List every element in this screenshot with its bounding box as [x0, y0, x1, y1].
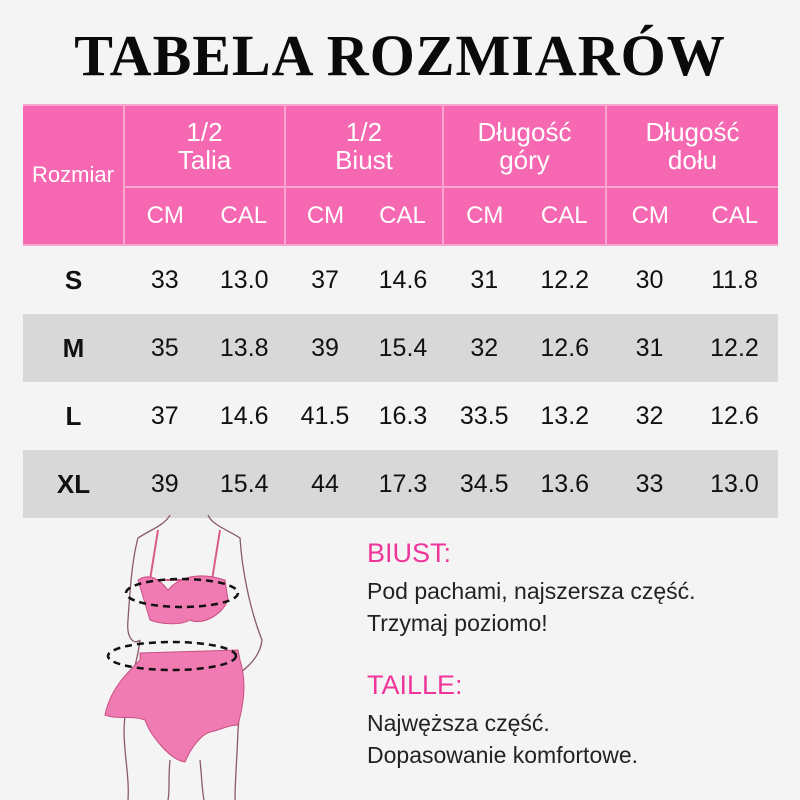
measurement-cell: 44 17.3 — [285, 450, 443, 518]
waist-note: TAILLE: Najwęższa część. Dopasowanie komf… — [367, 670, 638, 771]
measurement-cell: 37 14.6 — [285, 245, 443, 314]
measurement-cell: 30 11.8 — [606, 245, 778, 314]
cal-value: 13.0 — [219, 265, 269, 294]
header-line: Długość — [477, 117, 572, 147]
measurement-cell: 31 12.2 — [606, 314, 778, 382]
unit-cm: CM — [631, 202, 669, 229]
size-cell: L — [23, 382, 124, 450]
table-row: S 33 13.0 37 14.6 31 12.2 30 11.8 — [23, 245, 778, 314]
waist-note-line: Najwęższa część. — [367, 710, 550, 736]
cal-value: 12.6 — [710, 401, 759, 430]
cm-value: 35 — [150, 333, 179, 362]
measurement-cell: 39 15.4 — [285, 314, 443, 382]
header-line: 1/2 — [345, 117, 383, 147]
cal-value: 12.2 — [710, 333, 759, 362]
cm-value: 32 — [470, 333, 499, 362]
size-cell: XL — [23, 450, 124, 518]
waist-measure-line — [106, 640, 238, 672]
measurement-cell: 39 15.4 — [124, 450, 285, 518]
size-table: Rozmiar 1/2 Talia 1/2 Biust Długość góry Dł… — [23, 104, 778, 518]
cm-value: 34.5 — [459, 469, 509, 498]
cm-value: 39 — [311, 333, 339, 362]
measurement-cell: 35 13.8 — [124, 314, 285, 382]
table-row: M 35 13.8 39 15.4 32 12.6 31 12.2 — [23, 314, 778, 382]
panties-icon — [104, 649, 245, 763]
measurement-cell: 37 14.6 — [124, 382, 285, 450]
size-cell: S — [23, 245, 124, 314]
cal-value: 14.6 — [219, 401, 269, 430]
size-header: Rozmiar — [23, 104, 125, 246]
size-cell: M — [23, 314, 124, 382]
measurement-cell: 41.5 16.3 — [285, 382, 443, 450]
unit-header: CM CAL — [442, 186, 607, 246]
header-line: 1/2 — [186, 117, 223, 147]
cm-value: 41.5 — [300, 401, 350, 430]
header-line: Długość — [645, 117, 740, 147]
cm-value: 32 — [635, 401, 664, 430]
cm-value: 37 — [311, 265, 339, 294]
cal-value: 11.8 — [711, 265, 758, 294]
cm-value: 33 — [635, 469, 664, 498]
measurement-cell: 33 13.0 — [124, 245, 285, 314]
unit-header: CM CAL — [284, 186, 444, 246]
bra-icon — [137, 529, 229, 625]
measurement-cell: 34.5 13.6 — [443, 450, 606, 518]
cal-value: 17.3 — [378, 469, 428, 498]
bust-note: BIUST: Pod pachami, najszersza część. Trz… — [367, 538, 696, 639]
header-top-length: Długość góry — [442, 104, 607, 188]
cal-value: 12.2 — [540, 265, 590, 294]
unit-header: CM CAL — [123, 186, 286, 246]
waist-note-heading: TAILLE: — [367, 670, 463, 700]
header-line: góry — [499, 145, 550, 175]
cal-value: 13.0 — [710, 469, 759, 498]
unit-header: CM CAL — [605, 186, 778, 246]
cm-value: 39 — [150, 469, 179, 498]
unit-cal: CAL — [379, 202, 426, 229]
unit-cal: CAL — [540, 202, 588, 229]
cm-value: 31 — [470, 265, 499, 294]
table-row: L 37 14.6 41.5 16.3 33.5 13.2 32 12.6 — [23, 382, 778, 450]
cal-value: 13.8 — [219, 333, 269, 362]
cal-value: 15.4 — [219, 469, 269, 498]
cal-value: 13.6 — [540, 469, 590, 498]
header-waist: 1/2 Talia — [123, 104, 286, 188]
measurement-cell: 33 13.0 — [606, 450, 778, 518]
waist-note-line: Dopasowanie komfortowe. — [367, 742, 639, 768]
unit-cal: CAL — [711, 202, 759, 229]
bust-note-line: Pod pachami, najszersza część. — [367, 578, 696, 604]
measurement-cell: 32 12.6 — [443, 314, 606, 382]
cal-value: 12.6 — [540, 333, 590, 362]
header-bottom-length: Długość dołu — [605, 104, 778, 188]
bust-measure-line — [124, 577, 240, 609]
cal-value: 15.4 — [378, 333, 428, 362]
unit-cm: CM — [146, 202, 184, 229]
unit-cm: CM — [466, 202, 504, 229]
header-line: dołu — [667, 145, 718, 175]
bust-note-heading: BIUST: — [367, 538, 452, 568]
unit-cal: CAL — [220, 202, 268, 229]
cm-value: 37 — [150, 401, 179, 430]
measurement-cell: 32 12.6 — [606, 382, 778, 450]
cal-value: 13.2 — [540, 401, 590, 430]
page-title: TABELA ROZMIARÓW — [74, 23, 726, 88]
cal-value: 14.6 — [378, 265, 428, 294]
cm-value: 30 — [635, 265, 664, 294]
unit-cm: CM — [306, 202, 345, 229]
cal-value: 16.3 — [378, 401, 428, 430]
body-measurement-illustration — [104, 514, 263, 800]
cm-value: 33.5 — [459, 401, 509, 430]
header-line: Biust — [335, 145, 393, 175]
cm-value: 33 — [150, 265, 179, 294]
measurement-cell: 31 12.2 — [443, 245, 606, 314]
table-row: XL 39 15.4 44 17.3 34.5 13.6 33 13.0 — [23, 450, 778, 518]
cm-value: 31 — [635, 333, 664, 362]
bust-note-line: Trzymaj poziomo! — [367, 610, 548, 636]
header-bust: 1/2 Biust — [284, 104, 444, 188]
measurement-cell: 33.5 13.2 — [443, 382, 606, 450]
header-line: Talia — [177, 145, 232, 175]
cm-value: 44 — [311, 469, 339, 498]
